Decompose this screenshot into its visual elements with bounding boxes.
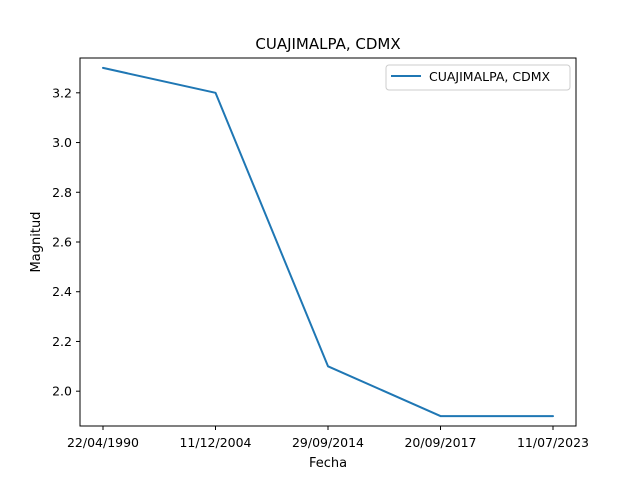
series-layer [102,66,554,418]
chart-title: CUAJIMALPA, CDMX [255,35,400,53]
series-line-0 [102,66,554,418]
y-tick-label: 2.4 [52,284,72,299]
x-tick-label: 11/12/2004 [179,435,251,450]
legend-box [385,64,571,91]
x-tick-label: 29/09/2014 [292,435,364,450]
x-axis-label: Fecha [309,456,347,471]
legend: CUAJIMALPA, CDMX [385,64,571,91]
y-tick-label: 2.0 [52,384,72,399]
y-tick-label: 3.0 [52,135,72,150]
y-tick-label: 2.8 [52,185,72,200]
y-tick-label: 2.6 [52,235,72,250]
y-axis: 2.0 2.2 2.4 2.6 2.8 3.0 3.2 [52,85,80,399]
y-tick-label: 2.2 [52,334,72,349]
x-tick-label: 20/09/2017 [404,435,476,450]
y-axis-label: Magnitud [29,212,44,273]
x-tick-label: 22/04/1990 [67,435,139,450]
x-tick-label: 11/07/2023 [517,435,589,450]
legend-label: CUAJIMALPA, CDMX [429,69,550,84]
x-axis: 22/04/1990 11/12/2004 29/09/2014 20/09/2017… [67,426,589,450]
y-tick-label: 3.2 [52,85,72,100]
